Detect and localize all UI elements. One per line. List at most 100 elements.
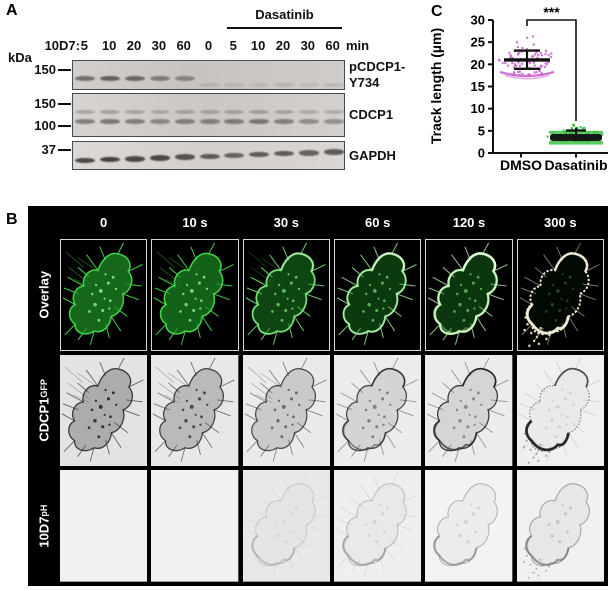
blot-band bbox=[149, 75, 170, 81]
blot-gapdh bbox=[72, 141, 345, 170]
blot-band bbox=[249, 151, 270, 158]
svg-text:20: 20 bbox=[471, 57, 485, 72]
kda-marker-tick bbox=[58, 69, 71, 71]
blot-band bbox=[100, 109, 121, 114]
cell-image-overlay-5 bbox=[516, 239, 604, 351]
kda-marker: 37 bbox=[41, 142, 56, 157]
svg-text:Dasatinib: Dasatinib bbox=[544, 157, 607, 173]
antibody-series-label: 10D7: bbox=[44, 38, 80, 53]
svg-text:25: 25 bbox=[471, 35, 485, 50]
blot-band bbox=[125, 156, 145, 162]
lane-time-label: 60 bbox=[176, 38, 191, 53]
cell-image-ph-4 bbox=[425, 470, 513, 582]
blot-band bbox=[125, 119, 145, 124]
svg-text:Track length (µm): Track length (µm) bbox=[428, 28, 444, 144]
blot-band bbox=[75, 109, 96, 114]
kda-unit-label: kDa bbox=[8, 50, 32, 65]
kda-marker: 100 bbox=[34, 118, 56, 133]
timepoint-label: 0 bbox=[100, 215, 108, 230]
timepoint-label: 60 s bbox=[365, 215, 391, 230]
blot-band bbox=[149, 109, 170, 114]
svg-text:DMSO: DMSO bbox=[500, 157, 542, 173]
svg-text:30: 30 bbox=[471, 13, 485, 28]
blot-band bbox=[323, 109, 344, 114]
blot-band bbox=[298, 109, 319, 114]
treatment-underline bbox=[227, 27, 342, 29]
blot-pcdcp1 bbox=[72, 60, 345, 90]
timepoint-label: 10 s bbox=[182, 215, 208, 230]
blot-band bbox=[199, 119, 220, 124]
blot-band bbox=[199, 83, 220, 87]
svg-text:5: 5 bbox=[478, 123, 485, 138]
timepoint-label: 300 s bbox=[544, 215, 577, 230]
lane-time-label: 10 bbox=[101, 38, 117, 53]
blot-band bbox=[100, 119, 121, 124]
kda-marker-tick bbox=[58, 103, 71, 105]
dasatinib-treatment-label: Dasatinib bbox=[255, 7, 314, 22]
svg-text:10: 10 bbox=[471, 101, 485, 116]
blot-band bbox=[249, 109, 270, 114]
blot-band bbox=[298, 150, 319, 156]
blot-band bbox=[100, 156, 121, 163]
blot-cdcp1 bbox=[72, 93, 345, 137]
blot-band bbox=[174, 75, 195, 81]
lane-header-row: 10D7: 5 10 20 30 60 0 5 10 20 30 60 min bbox=[0, 38, 614, 54]
blot-band bbox=[224, 83, 245, 87]
lane-time-label: 30 bbox=[300, 38, 316, 53]
blot-band bbox=[274, 150, 294, 157]
kda-marker: 150 bbox=[34, 62, 56, 77]
blot-band bbox=[249, 83, 270, 87]
lane-time-label: 10 bbox=[250, 38, 266, 53]
cell-image-overlay-1 bbox=[151, 239, 239, 351]
blot-band bbox=[323, 149, 344, 155]
track-length-chart: *** 0 5 10 15 20 25 30 DMSO Dasatinib Track length… bbox=[428, 0, 614, 196]
cell-image-gfp-1 bbox=[151, 354, 239, 467]
cell-image-ph-2 bbox=[242, 470, 330, 582]
blot-target-label: pCDCP1- Y734 bbox=[349, 59, 406, 90]
kda-marker: 150 bbox=[34, 96, 56, 111]
blot-band bbox=[224, 109, 245, 114]
blot-band bbox=[298, 83, 319, 87]
blot-band bbox=[323, 119, 344, 124]
lane-time-label: 5 bbox=[229, 38, 237, 53]
cell-image-gfp-2 bbox=[242, 354, 330, 467]
blot-band bbox=[274, 109, 294, 114]
lane-time-label: 5 bbox=[80, 38, 88, 53]
microscopy-montage: 0 10 s 30 s 60 s 120 s 300 s Overlay CDCP1 GFP 10… bbox=[28, 206, 608, 586]
blot-band bbox=[174, 154, 195, 160]
cell-image-overlay-2 bbox=[242, 239, 330, 351]
kda-marker-tick bbox=[58, 125, 71, 127]
blot-band bbox=[100, 75, 121, 81]
kda-marker-tick bbox=[58, 149, 71, 151]
blot-band bbox=[274, 119, 294, 124]
blot-band bbox=[125, 75, 145, 81]
time-unit-label: min bbox=[346, 38, 370, 53]
blot-band bbox=[224, 152, 245, 159]
blot-band bbox=[149, 119, 170, 124]
blot-band bbox=[174, 119, 195, 124]
cell-image-overlay-3 bbox=[334, 239, 422, 351]
blot-band bbox=[199, 153, 220, 159]
timepoint-label: 120 s bbox=[452, 215, 486, 230]
montage-corner bbox=[32, 210, 56, 235]
panel-a-label: A bbox=[6, 2, 18, 19]
lane-time-label: 30 bbox=[151, 38, 167, 53]
blot-band bbox=[298, 119, 319, 124]
blot-band bbox=[274, 83, 294, 87]
blot-band bbox=[125, 109, 145, 114]
lane-time-label: 20 bbox=[126, 38, 142, 53]
blot-band bbox=[75, 157, 96, 164]
svg-text:0: 0 bbox=[478, 146, 485, 161]
blot-band bbox=[323, 83, 344, 87]
panel-b-label: B bbox=[6, 211, 18, 228]
lane-time-label: 0 bbox=[204, 38, 213, 53]
blot-band bbox=[75, 75, 96, 81]
blot-band bbox=[224, 119, 245, 124]
channel-row-label: 10D7 pH bbox=[36, 504, 52, 548]
cell-image-gfp-3 bbox=[334, 354, 422, 467]
lane-time-label: 60 bbox=[325, 38, 340, 53]
cell-image-ph-1 bbox=[151, 470, 239, 582]
channel-row-label: Overlay bbox=[36, 270, 52, 319]
cell-image-ph-0 bbox=[60, 470, 148, 582]
